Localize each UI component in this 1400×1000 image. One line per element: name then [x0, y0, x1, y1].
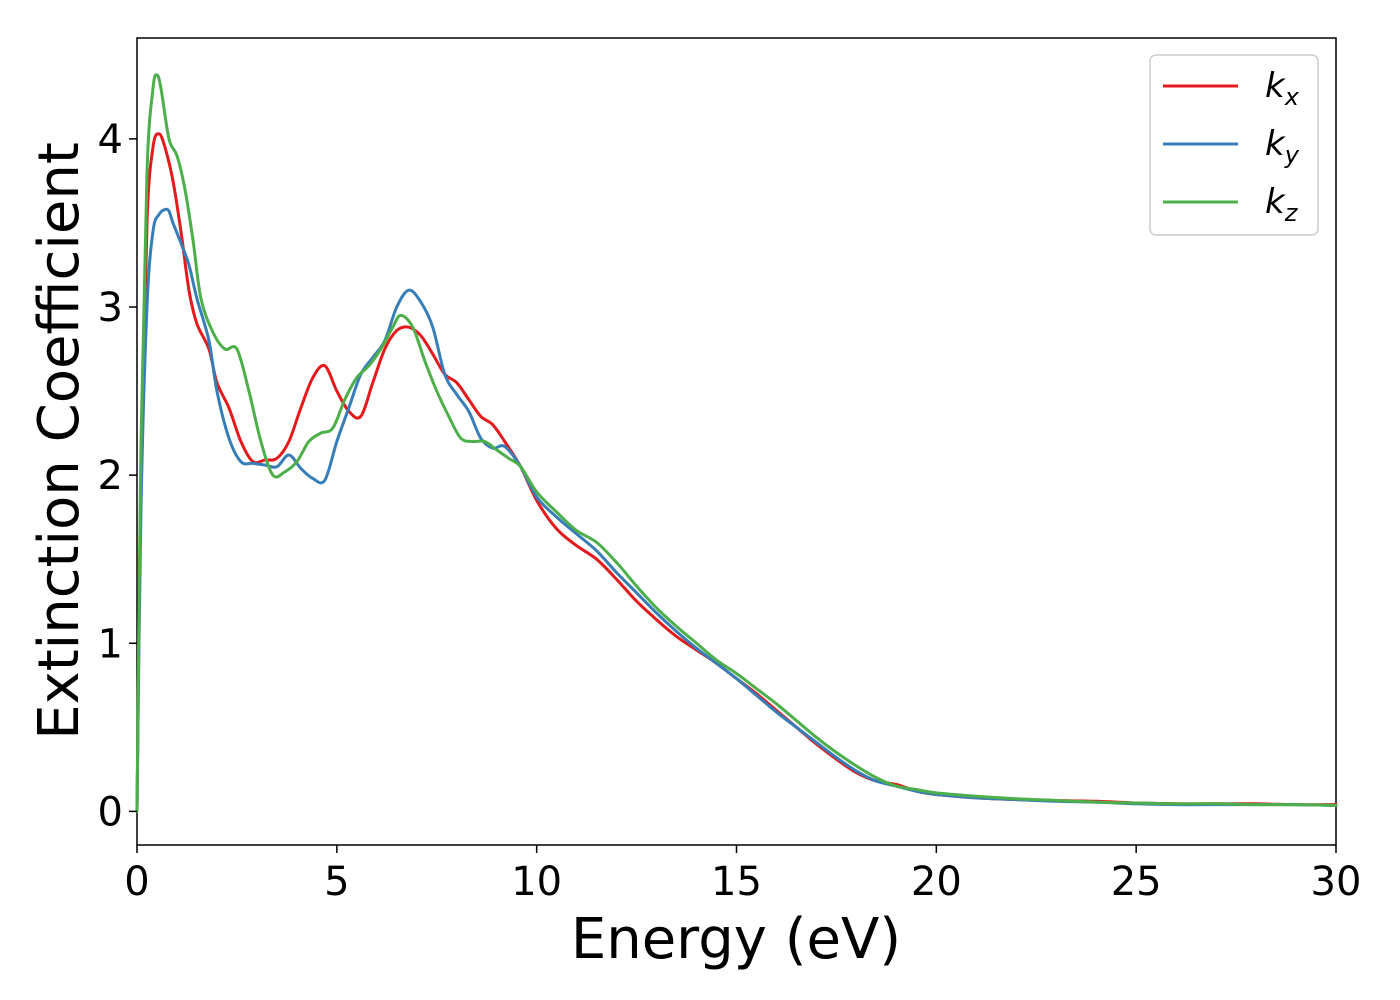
x-axis-ticks: 0 5 10 15 20 25 30 — [124, 845, 1361, 905]
y-tick-label: 4 — [98, 117, 123, 163]
x-tick-label: 25 — [1111, 859, 1162, 905]
y-tick-label: 0 — [98, 789, 123, 835]
x-tick-label: 30 — [1311, 859, 1362, 905]
y-axis-ticks: 0 1 2 3 4 — [98, 117, 137, 835]
series-line-kz — [135, 73, 1338, 813]
y-axis-label: Extinction Coefficient — [27, 142, 92, 740]
series-layer — [135, 73, 1338, 813]
y-tick-label: 3 — [98, 285, 123, 331]
series-line-ky — [135, 207, 1338, 813]
x-tick-label: 0 — [124, 859, 149, 905]
legend: kx ky kz — [1149, 54, 1319, 236]
x-axis-label: Energy (eV) — [571, 907, 901, 972]
x-tick-label: 5 — [324, 859, 349, 905]
x-tick-label: 10 — [511, 859, 562, 905]
legend-label-kx: kx — [1265, 66, 1300, 111]
legend-label-kz: kz — [1265, 182, 1299, 227]
legend-label-ky: ky — [1265, 124, 1300, 169]
x-tick-label: 15 — [711, 859, 762, 905]
x-tick-label: 20 — [911, 859, 962, 905]
y-tick-label: 2 — [98, 453, 123, 499]
y-tick-label: 1 — [98, 621, 123, 667]
